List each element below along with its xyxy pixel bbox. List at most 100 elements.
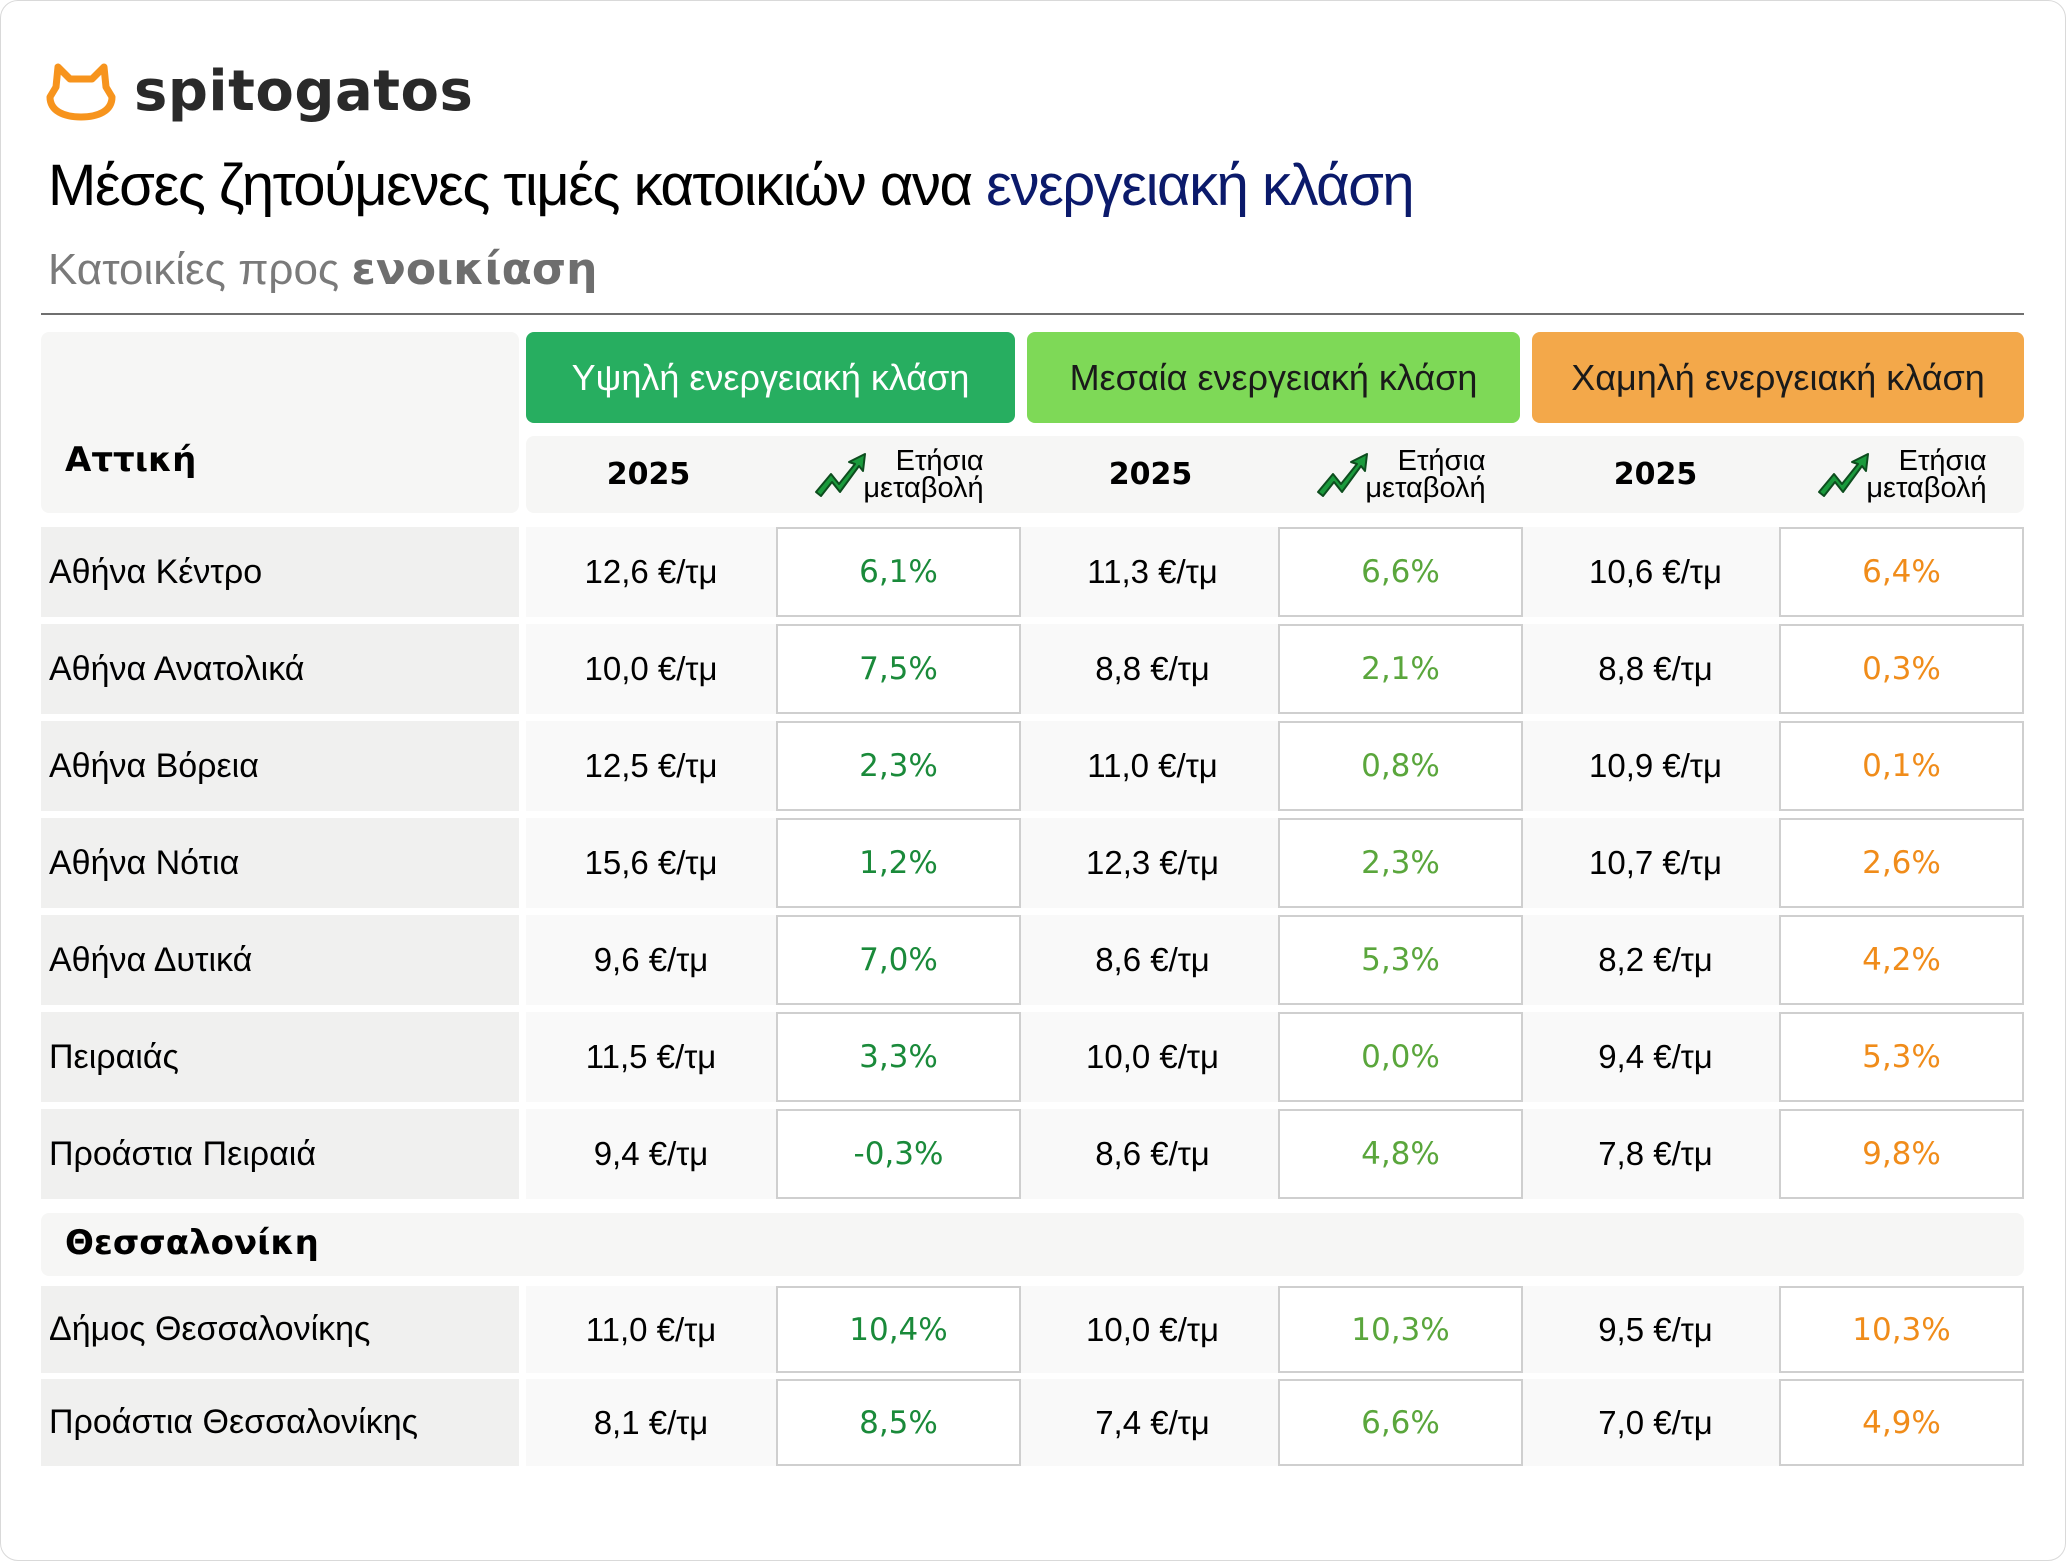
change-label-line1: Ετήσια — [1397, 444, 1486, 477]
change-high: 8,5% — [776, 1379, 1021, 1466]
price-med: 11,0 €/τμ — [1087, 747, 1218, 784]
price-high: 10,0 €/τμ — [584, 650, 718, 687]
price-high: 8,1 €/τμ — [593, 1403, 709, 1441]
subtitle-bold: ενοικίαση — [351, 244, 598, 295]
change-high: 2,3% — [776, 721, 1021, 811]
change-med: 10,3% — [1278, 1286, 1523, 1373]
table-row — [526, 1379, 2024, 1466]
change-high: -0,3% — [776, 1109, 1021, 1199]
change-low: 0,3% — [1779, 624, 2024, 714]
area-name: Δήμος Θεσσαλονίκης — [41, 1286, 519, 1373]
change-low: 6,4% — [1779, 527, 2024, 617]
price-low: 9,4 €/τμ — [1598, 1038, 1713, 1075]
change-low: 4,2% — [1779, 915, 2024, 1005]
price-med: 11,3 €/τμ — [1087, 553, 1218, 590]
change-high: 1,2% — [776, 818, 1021, 908]
change-med: 0,0% — [1278, 1012, 1523, 1102]
change-high: 7,0% — [776, 915, 1021, 1005]
change-header-medium: Ετήσια μεταβολή — [1278, 436, 1523, 513]
price-high: 9,6 €/τμ — [593, 941, 709, 978]
change-med: 6,6% — [1278, 1379, 1523, 1466]
table-row — [526, 818, 2024, 908]
class-header-low: Χαμηλή ενεργειακή κλάση — [1532, 332, 2024, 423]
page-title: Μέσες ζητούμενες τιμές κατοικιών ανα ενε… — [48, 152, 1415, 219]
price-high: 11,5 €/τμ — [585, 1038, 717, 1075]
price-low: 7,0 €/τμ — [1598, 1403, 1713, 1441]
change-low: 4,9% — [1779, 1379, 2024, 1466]
change-high: 6,1% — [776, 527, 1021, 617]
change-med: 0,8% — [1278, 721, 1523, 811]
class-header-medium: Μεσαία ενεργειακή κλάση — [1027, 332, 1520, 423]
price-low: 7,8 €/τμ — [1598, 1135, 1713, 1172]
region-label-thessaloniki: Θεσσαλονίκη — [65, 1223, 319, 1263]
price-high: 12,5 €/τμ — [584, 747, 718, 784]
year-header-low: 2025 — [1613, 457, 1698, 492]
trend-up-arrow-icon — [815, 452, 867, 497]
price-low: 10,6 €/τμ — [1589, 553, 1722, 590]
subheader-row — [526, 436, 2024, 513]
price-med: 8,6 €/τμ — [1095, 1135, 1210, 1172]
change-high: 3,3% — [776, 1012, 1021, 1102]
change-high: 10,4% — [776, 1286, 1021, 1373]
table-row — [526, 721, 2024, 811]
change-med: 6,6% — [1278, 527, 1523, 617]
area-name: Πειραιάς — [41, 1012, 519, 1102]
change-low: 2,6% — [1779, 818, 2024, 908]
price-med: 8,8 €/τμ — [1095, 650, 1210, 687]
table-row — [526, 1109, 2024, 1199]
region-label-attica: Αττική — [65, 440, 197, 480]
price-low: 8,8 €/τμ — [1598, 650, 1713, 687]
year-header-medium: 2025 — [1108, 457, 1193, 492]
price-low: 10,7 €/τμ — [1589, 844, 1722, 881]
table-row — [526, 1286, 2024, 1373]
year-header-high: 2025 — [606, 457, 691, 492]
change-high: 7,5% — [776, 624, 1021, 714]
change-low: 5,3% — [1779, 1012, 2024, 1102]
change-header-label: Ετήσια μεταβολή — [863, 444, 984, 504]
price-high: 11,0 €/τμ — [585, 1310, 717, 1348]
change-header-high: Ετήσια μεταβολή — [776, 436, 1021, 513]
change-label-line2: μεταβολή — [863, 471, 984, 504]
class-header-high: Υψηλή ενεργειακή κλάση — [526, 332, 1015, 423]
price-low: 9,5 €/τμ — [1598, 1310, 1713, 1348]
change-med: 2,1% — [1278, 624, 1523, 714]
region-header-cell: Αττική — [41, 332, 519, 513]
page-subtitle: Κατοικίες προς ενοικίαση — [48, 244, 597, 295]
price-low: 8,2 €/τμ — [1598, 941, 1713, 978]
table-row — [526, 624, 2024, 714]
change-header-label: Ετήσια μεταβολή — [1365, 444, 1486, 504]
area-name: Αθήνα Βόρεια — [41, 721, 519, 811]
price-med: 12,3 €/τμ — [1086, 844, 1219, 881]
change-med: 2,3% — [1278, 818, 1523, 908]
change-med: 4,8% — [1278, 1109, 1523, 1199]
table-row — [526, 915, 2024, 1005]
area-name: Προάστια Πειραιά — [41, 1109, 519, 1199]
change-header-label: Ετήσια μεταβολή — [1866, 444, 1987, 504]
cat-head-icon — [46, 63, 116, 121]
area-name: Αθήνα Κέντρο — [41, 527, 519, 617]
change-label-line2: μεταβολή — [1866, 471, 1987, 504]
price-med: 7,4 €/τμ — [1095, 1403, 1210, 1441]
change-low: 0,1% — [1779, 721, 2024, 811]
price-low: 10,9 €/τμ — [1589, 747, 1722, 784]
area-name: Αθήνα Νότια — [41, 818, 519, 908]
price-high: 15,6 €/τμ — [584, 844, 718, 881]
change-label-line2: μεταβολή — [1365, 471, 1486, 504]
change-header-low: Ετήσια μεταβολή — [1779, 436, 2024, 513]
price-high: 12,6 €/τμ — [584, 553, 718, 590]
table-row — [526, 1012, 2024, 1102]
title-main: Μέσες ζητούμενες τιμές κατοικιών ανα — [48, 153, 987, 218]
title-divider — [41, 313, 2024, 315]
change-low: 9,8% — [1779, 1109, 2024, 1199]
change-label-line1: Ετήσια — [1898, 444, 1987, 477]
subtitle-prefix: Κατοικίες προς — [48, 245, 352, 294]
area-name: Αθήνα Δυτικά — [41, 915, 519, 1005]
change-med: 5,3% — [1278, 915, 1523, 1005]
area-name: Αθήνα Ανατολικά — [41, 624, 519, 714]
title-accent: ενεργειακή κλάση — [986, 153, 1415, 218]
price-med: 10,0 €/τμ — [1086, 1310, 1219, 1348]
price-med: 10,0 €/τμ — [1086, 1038, 1219, 1075]
change-label-line1: Ετήσια — [895, 444, 984, 477]
trend-up-arrow-icon — [1818, 452, 1870, 497]
region-header-thessaloniki: Θεσσαλονίκη — [41, 1213, 2024, 1276]
